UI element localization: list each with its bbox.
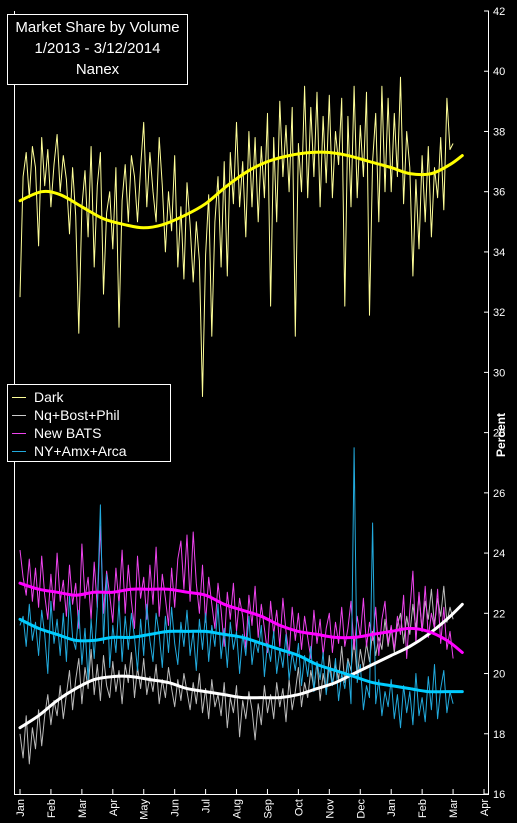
series-line-dark — [19, 76, 454, 397]
y-tick-label-24: 24 — [493, 548, 505, 560]
x-tick-label-apr-15: Apr — [479, 799, 491, 816]
x-tick-label-feb-1: Feb — [46, 799, 58, 818]
chart-title-line-1: Market Share by Volume — [15, 19, 180, 36]
x-tick-label-may-4: May — [139, 799, 151, 820]
x-tick-label-jun-5: Jun — [170, 799, 182, 817]
x-axis: Jan Feb Mar Apr May Jun Jul Aug Sep Oct Nov Dec Jan F… — [15, 789, 491, 820]
trend-line-new-bats — [18, 581, 464, 654]
trend-layer — [18, 150, 464, 730]
y-tick-label-32: 32 — [493, 307, 505, 319]
y-tick-label-20: 20 — [493, 669, 505, 681]
y-tick-label-40: 40 — [493, 66, 505, 78]
legend-label-dark: Dark — [34, 389, 64, 405]
legend-label-new-bats: New BATS — [34, 425, 102, 441]
x-tick-label-jul-6: Jul — [201, 799, 213, 813]
legend-swatch-dark — [12, 396, 26, 398]
series-line-ny-amx-arca — [19, 447, 454, 729]
legend-item-ny-amx-arca: NY+Amx+Arca — [12, 442, 170, 460]
trend-line-dark — [18, 150, 464, 230]
y-tick-label-30: 30 — [493, 367, 505, 379]
y-tick-label-42: 42 — [493, 6, 505, 18]
chart-title-box: Market Share by Volume 1/2013 - 3/12/201… — [7, 14, 188, 85]
y-tick-label-22: 22 — [493, 608, 505, 620]
y-tick-label-34: 34 — [493, 247, 505, 259]
x-tick-label-feb-13: Feb — [417, 799, 429, 818]
series-layer — [19, 76, 454, 765]
series-line-nq-bost-phil — [19, 585, 454, 765]
chart-title-line-3: Nanex — [75, 61, 120, 78]
legend-item-new-bats: New BATS — [12, 424, 170, 442]
legend-label-nq-bost-phil: Nq+Bost+Phil — [34, 407, 120, 423]
trend-line-nq-bost-phil — [18, 602, 464, 730]
y-tick-label-38: 38 — [493, 126, 505, 138]
y-axis: 16 18 20 22 24 26 28 30 32 34 36 38 40 42 — [484, 6, 505, 801]
y-tick-label-16: 16 — [493, 789, 505, 801]
x-tick-label-oct-9: Oct — [293, 799, 305, 816]
legend-item-dark: Dark — [12, 388, 170, 406]
y-axis-label: Percent — [494, 413, 508, 457]
x-tick-label-nov-10: Nov — [324, 799, 336, 819]
trend-line-ny-amx-arca — [18, 617, 464, 694]
y-tick-label-28: 28 — [493, 428, 505, 440]
legend-swatch-new-bats — [12, 432, 26, 434]
y-tick-label-36: 36 — [493, 187, 505, 199]
legend-swatch-ny-amx-arca — [12, 450, 26, 452]
x-tick-label-dec-11: Dec — [355, 799, 367, 819]
legend: Dark Nq+Bost+Phil New BATS NY+Amx+Arca — [7, 384, 171, 462]
x-tick-label-apr-3: Apr — [108, 799, 120, 816]
y-tick-label-18: 18 — [493, 729, 505, 741]
legend-item-nq-bost-phil: Nq+Bost+Phil — [12, 406, 170, 424]
y-tick-label-26: 26 — [493, 488, 505, 500]
legend-label-ny-amx-arca: NY+Amx+Arca — [34, 443, 127, 459]
legend-swatch-nq-bost-phil — [12, 414, 26, 416]
x-tick-label-mar-2: Mar — [77, 799, 89, 818]
x-tick-label-jan-0: Jan — [15, 799, 27, 817]
x-tick-label-aug-7: Aug — [232, 799, 244, 819]
x-tick-label-sep-8: Sep — [262, 799, 274, 819]
chart-title-line-2: 1/2013 - 3/12/2014 — [34, 40, 161, 57]
x-tick-label-jan-12: Jan — [386, 799, 398, 817]
x-tick-label-mar-14: Mar — [448, 799, 460, 818]
